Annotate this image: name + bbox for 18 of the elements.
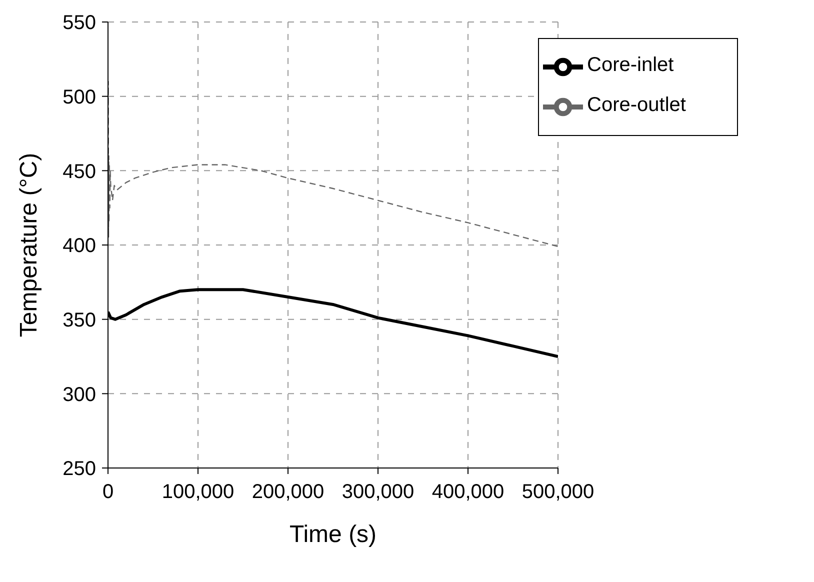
y-tick-label: 550: [62, 12, 96, 34]
x-tick-label: 0: [102, 481, 114, 504]
x-tick-label: 200,000: [252, 481, 324, 504]
x-tick-label: 100,000: [162, 481, 234, 504]
legend-label: Core-inlet: [587, 54, 674, 76]
y-tick-label: 250: [62, 458, 96, 480]
x-tick-label: 500,000: [522, 481, 594, 504]
y-tick-label: 400: [62, 235, 96, 258]
y-tick-label: 500: [62, 86, 96, 108]
x-tick-label: 400,000: [432, 481, 504, 504]
y-tick-label: 450: [62, 160, 96, 183]
y-tick-label: 300: [62, 384, 96, 406]
x-tick-label: 300,000: [342, 481, 414, 504]
line-series: [108, 80, 558, 248]
legend-label: Core-outlet: [587, 94, 686, 116]
y-tick-label: 350: [62, 309, 96, 332]
x-axis-title: Time (s): [289, 521, 377, 548]
y-axis-title: Temperature (°C): [16, 152, 43, 338]
